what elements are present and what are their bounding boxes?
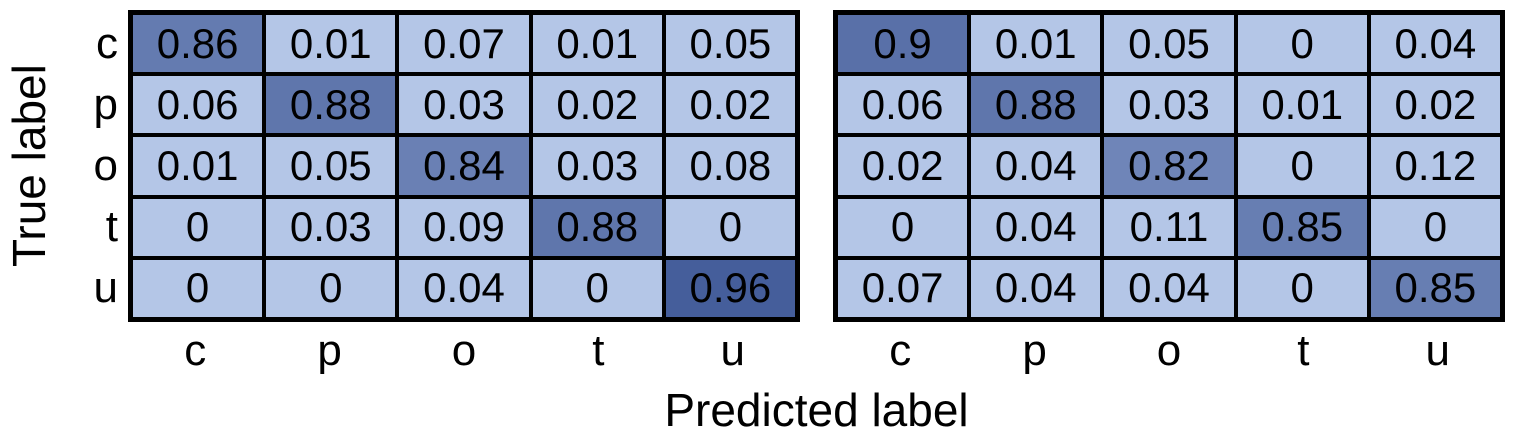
y-tick-label: c [96,18,118,68]
matrix-cell: 0.04 [399,259,529,317]
matrix-cell: 0.82 [1104,137,1234,195]
matrix-cell: 0.04 [971,259,1101,317]
x-tick-label: c [184,326,207,375]
matrix-cell: 0.03 [532,137,662,195]
matrix-cell: 0.88 [971,76,1101,134]
matrix-cell: 0.01 [1237,76,1367,134]
matrix-cell: 0.85 [1237,198,1367,256]
x-tick-label: p [317,326,342,375]
matrix-cell: 0.02 [838,137,968,195]
matrix-cell: 0 [133,198,263,256]
matrix-cell: 0.88 [266,76,396,134]
matrix-cell: 0 [133,259,263,317]
confusion-matrix-right: 0.9 0.01 0.05 0 0.04 0.06 0.88 0.03 0.01 0.02 0.02… [833,10,1505,322]
x-tick-label: t [1297,326,1310,375]
x-tick-label: p [1022,326,1047,375]
matrix-cell: 0.07 [838,259,968,317]
matrix-cell: 0.02 [532,76,662,134]
matrix-cell: 0.03 [266,198,396,256]
matrix-cell: 0.04 [1104,259,1234,317]
y-tick-label: u [93,263,118,313]
matrix-cell: 0.01 [532,15,662,73]
matrix-cell: 0.06 [133,76,263,134]
matrix-cell: 0.01 [133,137,263,195]
matrix-cell: 0.02 [1370,76,1500,134]
matrix-cell: 0 [532,259,662,317]
matrix-cell: 0.85 [1370,259,1500,317]
matrix-cell: 0.04 [1370,15,1500,73]
x-tick-label: u [1425,326,1451,375]
matrix-cell: 0.03 [1104,76,1234,134]
matrix-cell: 0.04 [971,198,1101,256]
x-tick-label: o [451,326,477,375]
matrix-cell: 0 [1237,137,1367,195]
x-tick-label: u [720,326,746,375]
matrix-cell: 0.01 [266,15,396,73]
matrix-cell: 0.08 [665,137,795,195]
matrix-cell: 0.05 [266,137,396,195]
matrix-cell: 0.01 [971,15,1101,73]
y-tick-label: t [105,202,118,252]
matrix-cell: 0 [838,198,968,256]
confusion-matrix-left: 0.86 0.01 0.07 0.01 0.05 0.06 0.88 0.03 0.02 0.02… [128,10,800,322]
matrix-cell: 0 [1237,15,1367,73]
matrix-cell: 0.96 [665,259,795,317]
matrix-cell: 0.9 [838,15,968,73]
matrix-cell: 0.07 [399,15,529,73]
x-tick-label: c [889,326,912,375]
matrix-cell: 0.03 [399,76,529,134]
matrix-cell: 0.11 [1104,198,1234,256]
matrix-cell: 0 [665,198,795,256]
matrix-cell: 0 [266,259,396,317]
matrix-cell: 0.88 [532,198,662,256]
matrix-cell: 0.86 [133,15,263,73]
matrix-cell: 0 [1370,198,1500,256]
y-tick-label: o [93,140,118,190]
x-tick-label: o [1156,326,1182,375]
matrix-cell: 0.05 [1104,15,1234,73]
y-tick-label: p [93,79,118,129]
matrix-cell: 0.84 [399,137,529,195]
matrix-cell: 0.04 [971,137,1101,195]
matrix-cell: 0.06 [838,76,968,134]
matrix-cell: 0.05 [665,15,795,73]
matrix-cell: 0.02 [665,76,795,134]
x-tick-label: t [592,326,605,375]
x-axis-title: Predicted label [664,384,969,436]
matrix-cell: 0 [1237,259,1367,317]
matrix-cell: 0.12 [1370,137,1500,195]
matrix-cell: 0.09 [399,198,529,256]
